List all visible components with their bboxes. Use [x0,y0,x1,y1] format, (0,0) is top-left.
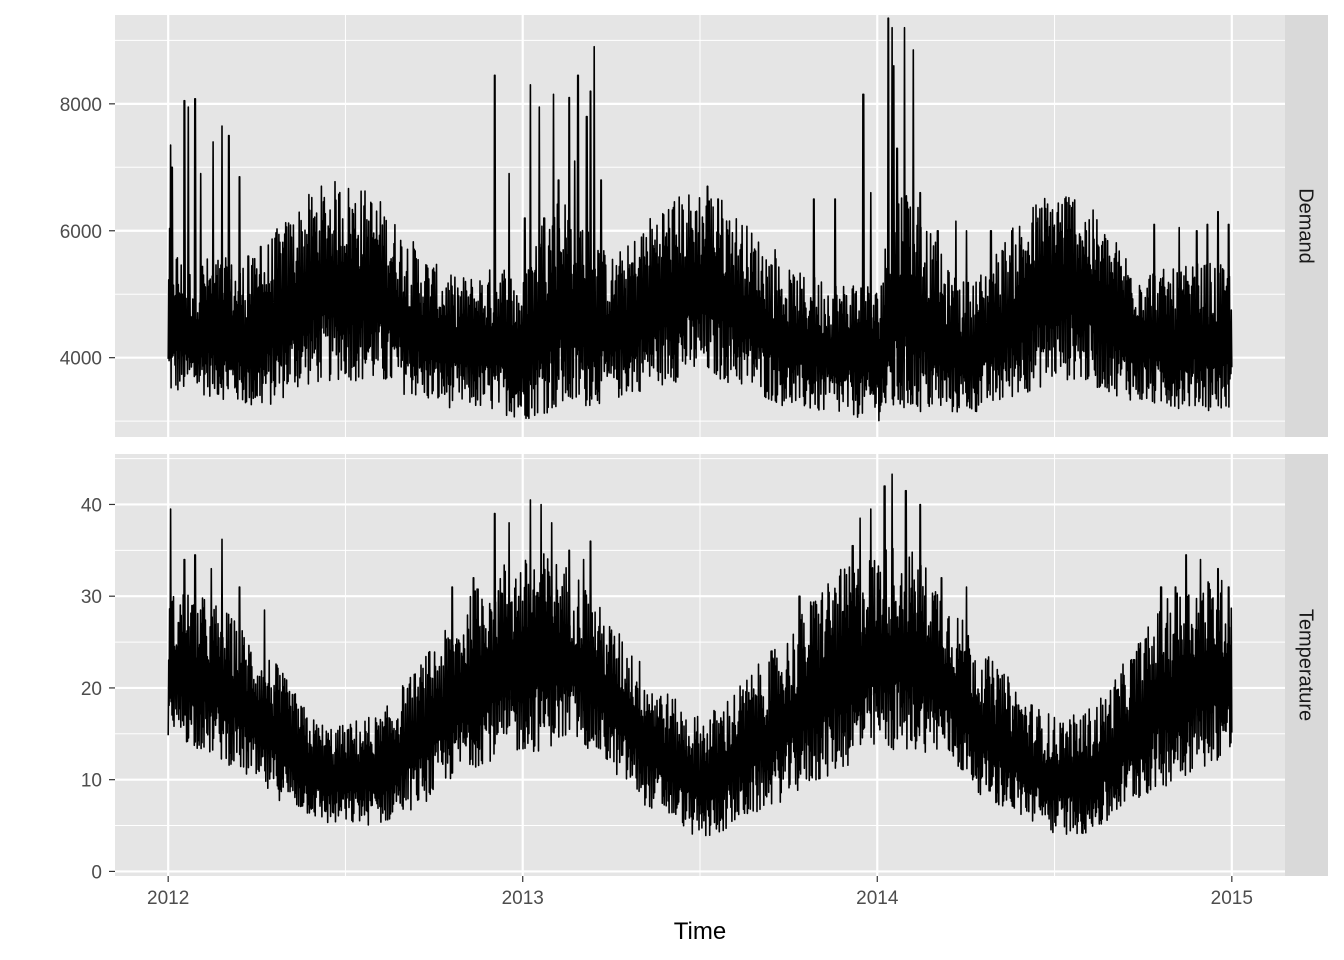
y-tick-label: 40 [81,495,102,516]
temperature-strip-label: Temperature [1295,609,1317,721]
x-tick-label: 2013 [502,888,544,909]
demand-strip-label: Demand [1295,188,1317,264]
demand-strip [1285,15,1328,437]
demand-y-axis: 4000 6000 8000 [60,95,115,370]
temperature-series-line [167,473,1233,837]
facet-demand: 4000 6000 8000 Demand [60,15,1328,437]
facet-temperature: 0 10 20 30 40 Temperature [81,454,1328,883]
x-tick-label: 2014 [856,888,899,909]
x-axis-title: Time [674,918,726,945]
y-tick-label: 20 [81,679,102,700]
x-tick-label: 2012 [147,888,189,909]
x-axis: 2012 2013 2014 2015 [147,876,1253,909]
y-tick-label: 4000 [60,349,102,370]
temperature-y-axis: 0 10 20 30 40 [81,495,115,883]
temperature-strip [1285,454,1328,876]
y-tick-label: 10 [81,771,102,792]
y-tick-label: 6000 [60,222,102,243]
x-tick-label: 2015 [1211,888,1253,909]
y-tick-label: 30 [81,587,102,608]
y-tick-label: 0 [91,862,102,883]
y-tick-label: 8000 [60,95,102,116]
demand-series-line [167,17,1233,422]
